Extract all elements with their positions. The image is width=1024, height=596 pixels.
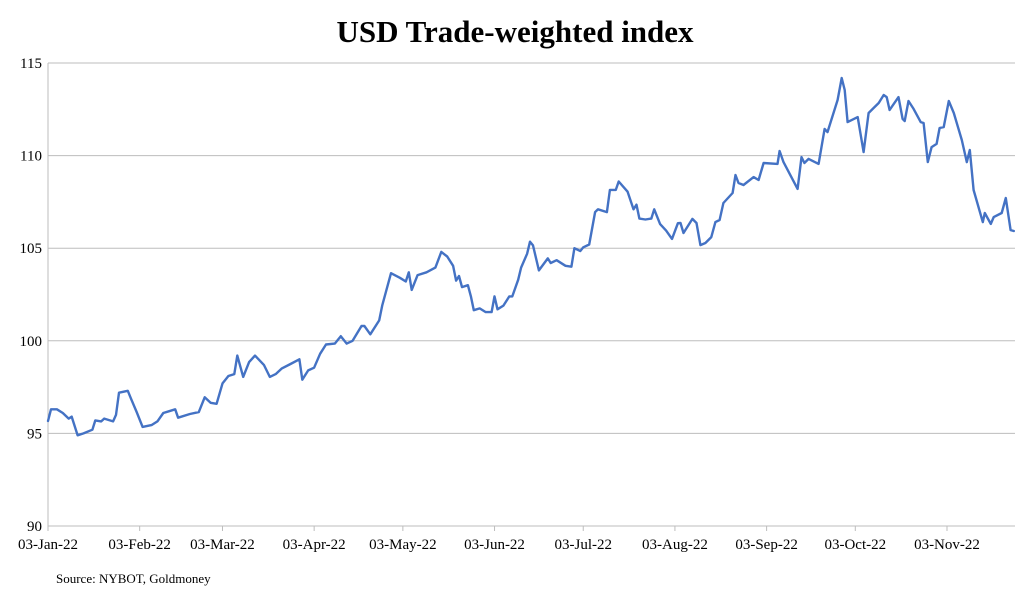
x-tick-label: 03-Jan-22 [18,537,78,553]
x-tick-label: 03-Nov-22 [914,537,980,553]
x-tick-label: 03-Aug-22 [642,537,708,553]
y-tick-label: 115 [20,56,42,72]
gridlines [47,62,1015,527]
x-tick-label: 03-Oct-22 [824,537,886,553]
x-tick-label: 03-Jul-22 [555,537,613,553]
y-axis-ticks: 90 95 100 105 110 115 [20,56,43,535]
x-tick-label: 03-Mar-22 [190,537,255,553]
chart-title: USD Trade-weighted index [336,14,694,49]
series-layer [46,76,1015,437]
x-tick-label: 03-Jun-22 [464,537,525,553]
y-tick-label: 100 [20,334,43,350]
x-tick-label: 03-Apr-22 [283,537,346,553]
y-tick-label: 95 [27,426,42,442]
x-axis-ticks: 03-Jan-22 03-Feb-22 03-Mar-22 03-Apr-22 03-M… [18,526,980,553]
x-tick-label: 03-May-22 [369,537,437,553]
source-note: Source: NYBOT, Goldmoney [56,571,211,586]
series-line-usd-index [46,76,1015,437]
x-tick-label: 03-Feb-22 [108,537,171,553]
y-tick-label: 105 [20,241,43,257]
y-tick-label: 110 [20,149,42,165]
y-tick-label: 90 [27,519,42,535]
x-tick-label: 03-Sep-22 [735,537,798,553]
